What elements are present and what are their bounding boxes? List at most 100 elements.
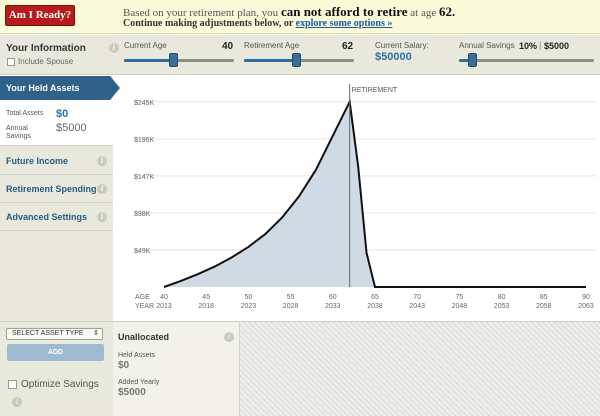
optimize-savings-checkbox[interactable]: Optimize Savings bbox=[8, 379, 99, 390]
held-assets-label: Your Held Assets bbox=[0, 76, 110, 100]
annual-savings-amount: $5000 bbox=[544, 41, 570, 51]
x-tick-year: 2063 bbox=[578, 303, 594, 310]
total-assets-label: Total Assets bbox=[6, 110, 44, 117]
held-assets-label: Held Assets bbox=[118, 352, 155, 359]
sidebar-item-future-income[interactable]: Future Income i bbox=[0, 147, 113, 175]
advanced-settings-label: Advanced Settings bbox=[6, 212, 88, 222]
current-age-slider-track[interactable] bbox=[124, 59, 234, 62]
added-yearly-value: $5000 bbox=[118, 387, 146, 398]
savings-line bbox=[163, 98, 586, 288]
your-information-label: Your Information bbox=[6, 43, 86, 54]
checkbox-box[interactable] bbox=[7, 57, 15, 66]
savings-separator: | bbox=[539, 40, 542, 50]
total-assets-value: $0 bbox=[56, 108, 69, 120]
retirement-verdict: Based on your retirement plan, you can n… bbox=[123, 4, 455, 20]
adjustments-text: Continue making adjustments below, or bbox=[123, 18, 294, 29]
x-tick-year: 2058 bbox=[536, 303, 552, 310]
x-tick-year: 2013 bbox=[156, 303, 172, 310]
chevron-updown-icon: ⇕ bbox=[93, 330, 99, 337]
retirement-chart: $245K $196K $147K $98K $49K RETIREMENT AGE YEAR… bbox=[120, 76, 600, 321]
current-age-value: 40 bbox=[222, 41, 234, 52]
include-spouse-checkbox[interactable]: Include Spouse bbox=[7, 57, 73, 66]
annual-savings-slider-track[interactable] bbox=[459, 59, 594, 62]
x-tick-age: 50 bbox=[245, 294, 253, 301]
unallocated-panel: Unallocated i Held Assets $0 Added Yearl… bbox=[113, 321, 240, 416]
retirement-age-slider-thumb[interactable] bbox=[291, 53, 301, 67]
y-tick-label: $196K bbox=[134, 137, 155, 144]
y-tick-label: $98K bbox=[134, 211, 151, 218]
annual-savings-summary-value: $5000 bbox=[56, 122, 87, 134]
x-tick-age: 60 bbox=[329, 294, 337, 301]
current-age-slider-thumb[interactable] bbox=[168, 53, 178, 67]
x-tick-year: 2053 bbox=[494, 303, 510, 310]
annual-savings-percent: 10% bbox=[519, 41, 538, 51]
x-tick-year: 2018 bbox=[198, 303, 214, 310]
sidebar-item-advanced-settings[interactable]: Advanced Settings i bbox=[0, 203, 113, 231]
held-assets-value: $0 bbox=[118, 360, 130, 371]
x-tick-year: 2048 bbox=[452, 303, 468, 310]
x-tick-age: 45 bbox=[202, 294, 210, 301]
retirement-label: RETIREMENT bbox=[352, 87, 398, 94]
asset-type-select-label: SELECT ASSET TYPE bbox=[12, 330, 84, 337]
add-asset-button[interactable]: ADD bbox=[7, 344, 104, 361]
x-tick-age: 90 bbox=[582, 294, 590, 301]
info-icon[interactable]: i bbox=[224, 332, 234, 342]
information-bar: Your Information i Include Spouse Curren… bbox=[0, 35, 600, 75]
x-tick-year: 2043 bbox=[409, 303, 425, 310]
retirement-age-slider-fill bbox=[244, 59, 297, 62]
your-information-heading: Your Information i bbox=[6, 43, 119, 54]
info-icon[interactable]: i bbox=[97, 212, 107, 222]
unallocated-title: Unallocated bbox=[118, 332, 170, 342]
optimize-savings-label: Optimize Savings bbox=[21, 379, 99, 390]
x-axis-label-year: YEAR bbox=[135, 303, 154, 310]
current-age-label: Current Age bbox=[124, 41, 167, 50]
active-tab-arrow bbox=[110, 76, 120, 100]
verdict-age: 62. bbox=[439, 4, 456, 19]
annual-savings-slider-thumb[interactable] bbox=[467, 53, 477, 67]
asset-type-select[interactable]: SELECT ASSET TYPE ⇕ bbox=[6, 328, 103, 340]
checkbox-box[interactable] bbox=[8, 379, 17, 389]
current-age-slider-fill bbox=[124, 59, 174, 62]
y-tick-label: $245K bbox=[134, 100, 155, 107]
added-yearly-label: Added Yearly bbox=[118, 379, 160, 386]
info-icon[interactable]: i bbox=[108, 43, 119, 54]
info-icon[interactable]: i bbox=[12, 397, 22, 407]
x-tick-year: 2028 bbox=[283, 303, 299, 310]
annual-savings-label: Annual Savings bbox=[459, 41, 515, 50]
empty-allocation-area bbox=[240, 321, 600, 416]
verdict-mid: at age bbox=[410, 7, 437, 19]
am-i-ready-button[interactable]: Am I Ready? bbox=[5, 5, 75, 26]
current-salary-value[interactable]: $50000 bbox=[375, 51, 412, 63]
status-banner: Am I Ready? Based on your retirement pla… bbox=[0, 0, 600, 34]
chart-svg: $245K $196K $147K $98K $49K RETIREMENT AGE YEAR… bbox=[134, 84, 596, 310]
annual-savings-label-2: Savings bbox=[6, 133, 31, 140]
info-icon[interactable]: i bbox=[97, 184, 107, 194]
adjustments-hint: Continue making adjustments below, or ex… bbox=[123, 18, 392, 29]
retirement-age-value: 62 bbox=[342, 41, 354, 52]
x-tick-age: 75 bbox=[456, 294, 464, 301]
x-tick-age: 40 bbox=[160, 294, 168, 301]
y-tick-label: $49K bbox=[134, 248, 151, 255]
future-income-label: Future Income bbox=[6, 156, 69, 166]
sidebar-item-held-assets[interactable]: Your Held Assets bbox=[0, 76, 120, 100]
retirement-spending-label: Retirement Spending bbox=[6, 184, 97, 194]
sidebar-item-retirement-spending[interactable]: Retirement Spending i bbox=[0, 175, 113, 203]
x-tick-year: 2038 bbox=[367, 303, 383, 310]
x-axis-label-age: AGE bbox=[135, 294, 150, 301]
x-tick-age: 85 bbox=[540, 294, 548, 301]
x-tick-year: 2023 bbox=[241, 303, 257, 310]
retirement-age-label: Retirement Age bbox=[244, 41, 300, 50]
savings-area bbox=[164, 101, 586, 287]
y-tick-label: $147K bbox=[134, 174, 155, 181]
current-salary-label: Current Salary: bbox=[375, 41, 429, 50]
explore-options-link[interactable]: explore some options » bbox=[295, 18, 393, 29]
verdict-prefix: Based on your retirement plan, you bbox=[123, 7, 279, 19]
x-tick-year: 2033 bbox=[325, 303, 341, 310]
info-icon[interactable]: i bbox=[97, 156, 107, 166]
include-spouse-label: Include Spouse bbox=[18, 57, 74, 66]
x-tick-age: 55 bbox=[287, 294, 295, 301]
x-tick-age: 70 bbox=[413, 294, 421, 301]
annual-savings-slider-fill bbox=[459, 59, 473, 62]
held-assets-summary: Total Assets $0 Annual Savings $5000 bbox=[0, 100, 113, 146]
verdict-strong: can not afford to retire bbox=[280, 4, 408, 19]
